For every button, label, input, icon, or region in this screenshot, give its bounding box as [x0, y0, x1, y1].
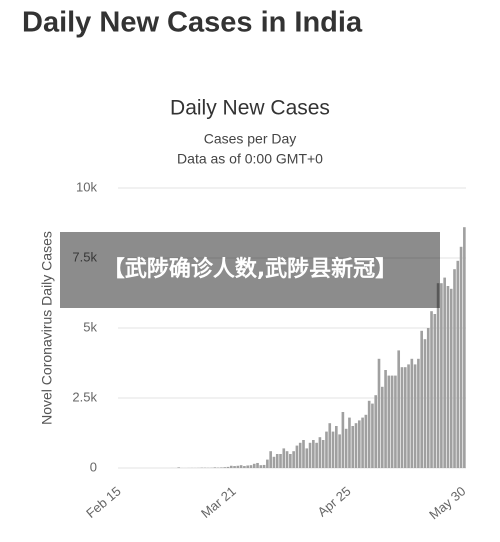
y-tick-label: 5k [83, 319, 97, 334]
x-tick-label: Apr 25 [315, 483, 354, 519]
bar [430, 311, 433, 468]
x-tick-label: Mar 21 [198, 483, 239, 521]
bar [285, 451, 289, 468]
bar [374, 395, 378, 468]
bar [357, 420, 361, 468]
bar [384, 370, 387, 468]
bar [226, 466, 230, 468]
bar [252, 463, 256, 468]
bar [344, 428, 348, 468]
y-axis-label: Novel Coronavirus Daily Cases [39, 231, 55, 425]
bar [426, 328, 430, 468]
bar [364, 414, 368, 468]
banner: 【武陟确诊人数,武陟县新冠】 [60, 232, 440, 308]
bar [312, 440, 315, 468]
bar [259, 465, 263, 468]
bar [177, 467, 181, 468]
bar [328, 423, 332, 468]
bar [239, 465, 243, 468]
bar [367, 400, 371, 468]
page-title: Daily New Cases in India [22, 7, 363, 39]
bar [459, 246, 463, 468]
bar [266, 459, 269, 468]
bar [400, 367, 404, 468]
bar [423, 339, 427, 468]
bar [246, 465, 249, 468]
bar [289, 454, 292, 468]
bar [361, 417, 364, 468]
bar [335, 426, 338, 468]
y-tick-label: 2.5k [72, 389, 97, 404]
bar [354, 423, 358, 468]
bar [443, 277, 446, 468]
bar [403, 367, 407, 468]
bar [341, 412, 345, 468]
bar [308, 442, 312, 468]
bar [223, 467, 227, 468]
bar [249, 465, 253, 468]
bar [318, 437, 322, 468]
bar [371, 403, 374, 468]
bar [456, 260, 460, 468]
bar [449, 288, 453, 468]
x-tick-label: May 30 [426, 483, 468, 522]
bar [256, 462, 259, 468]
bar [394, 375, 397, 468]
bar [262, 464, 266, 468]
bar [338, 434, 341, 468]
bar [420, 330, 423, 468]
bar [436, 283, 440, 468]
bar [302, 440, 305, 468]
bar [351, 426, 355, 468]
bar [325, 431, 328, 468]
bar [243, 466, 246, 468]
chart-note: Data as of 0:00 GMT+0 [177, 151, 323, 167]
bar [213, 467, 217, 468]
bar [446, 286, 450, 468]
chart-subtitle: Cases per Day [204, 131, 297, 147]
bar [282, 448, 286, 468]
bar [315, 442, 318, 468]
bar [387, 375, 391, 468]
bar [410, 358, 414, 468]
bar [233, 466, 236, 468]
bar [269, 451, 272, 468]
y-tick-label: 10k [76, 179, 97, 194]
chart-title: Daily New Cases [170, 97, 330, 120]
bar [229, 465, 233, 468]
bar [272, 456, 276, 468]
bar [331, 431, 335, 468]
bar [453, 269, 456, 468]
y-tick-label: 7.5k [72, 249, 97, 264]
banner-text: 【武陟确诊人数,武陟县新冠】 [102, 257, 398, 282]
bar [298, 442, 302, 468]
bar [440, 283, 443, 468]
bar [295, 445, 299, 468]
bar [413, 364, 417, 468]
bar [305, 448, 309, 468]
bar [407, 364, 410, 468]
bar [377, 358, 381, 468]
bar [397, 350, 401, 468]
bar [236, 465, 240, 468]
bar [292, 451, 295, 468]
bar [417, 358, 420, 468]
bar [220, 467, 223, 468]
bar [279, 454, 282, 468]
bar [433, 314, 437, 468]
bar [275, 454, 279, 468]
x-tick-label: Feb 15 [83, 483, 124, 521]
bar [380, 386, 384, 468]
bar [463, 227, 466, 468]
bar [348, 417, 351, 468]
bar [321, 440, 325, 468]
bar [390, 375, 394, 468]
y-tick-label: 0 [90, 459, 97, 474]
